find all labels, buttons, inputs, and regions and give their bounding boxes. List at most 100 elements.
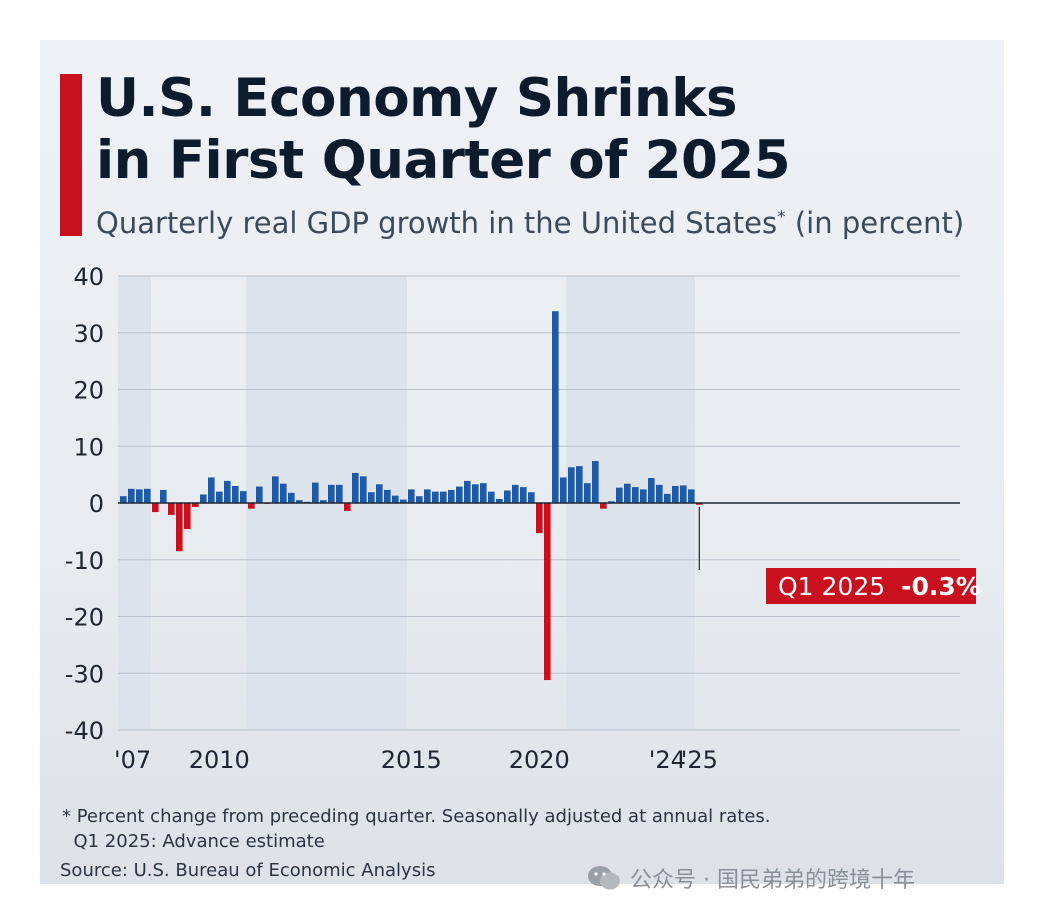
bar-2007-Q2 — [128, 488, 135, 503]
x-tick-label-2020: 2020 — [509, 746, 570, 774]
bar-2022-Q1 — [600, 503, 607, 509]
chart-title-line-2: in First Quarter of 2025 — [96, 130, 791, 191]
bar-2015-Q3 — [392, 495, 399, 503]
bar-2021-Q2 — [576, 466, 583, 503]
callout-box — [766, 568, 976, 604]
bar-2019-Q2 — [512, 484, 519, 503]
subtitle-text: Quarterly real GDP growth in the United … — [96, 206, 778, 240]
bar-2007-Q4 — [144, 488, 151, 503]
bar-2022-Q3 — [616, 487, 623, 503]
bar-2010-Q2 — [224, 480, 231, 503]
bar-2023-Q3 — [648, 478, 655, 503]
title-accent-bar — [60, 74, 82, 236]
bar-2013-Q1 — [312, 482, 319, 503]
subtitle-unit: (in percent) — [794, 206, 965, 240]
bar-2017-Q1 — [440, 491, 447, 503]
bar-2024-Q4 — [688, 489, 695, 503]
bar-2024-Q2 — [672, 485, 679, 503]
bar-2022-Q4 — [624, 483, 631, 503]
chart-subtitle: Quarterly real GDP growth in the United … — [96, 206, 964, 240]
bar-2019-Q4 — [528, 492, 535, 503]
bar-2018-Q2 — [480, 483, 487, 503]
bar-2011-Q4 — [272, 476, 279, 503]
x-tick-label-2015: 2015 — [381, 746, 442, 774]
bar-2009-Q4 — [208, 477, 215, 503]
bar-2012-Q1 — [280, 483, 287, 503]
bar-2018-Q3 — [488, 491, 495, 503]
y-tick-label-20: 20 — [73, 377, 104, 405]
bars — [120, 311, 703, 681]
wechat-icon — [588, 866, 620, 890]
bar-2018-Q1 — [472, 484, 479, 503]
watermark: 公众号 · 国民弟弟的跨境十年 — [586, 862, 915, 894]
bar-2012-Q2 — [288, 492, 295, 503]
bar-2017-Q3 — [456, 486, 463, 503]
bar-2013-Q3 — [328, 484, 335, 503]
callout-text: Q1 2025 -0.3% — [778, 572, 981, 601]
y-tick-label--40: -40 — [65, 717, 104, 745]
x-tick-label-25: '25 — [681, 746, 718, 774]
y-tick-label--10: -10 — [65, 547, 104, 575]
x-tick-label-2010: 2010 — [189, 746, 250, 774]
bar-2013-Q4 — [336, 484, 343, 503]
bar-2021-Q3 — [584, 483, 591, 503]
bar-2009-Q2 — [192, 503, 199, 507]
bar-2008-Q1 — [152, 503, 159, 513]
bar-2009-Q1 — [184, 503, 191, 530]
y-tick-label--30: -30 — [65, 660, 104, 688]
bar-2025-Q1 — [696, 503, 703, 505]
y-tick-label-10: 10 — [73, 433, 104, 461]
chart-title: U.S. Economy Shrinks in First Quarter of… — [96, 68, 956, 192]
bar-2019-Q1 — [504, 490, 511, 503]
bar-2016-Q4 — [432, 491, 439, 503]
footnote-line-2: Q1 2025: Advance estimate — [62, 831, 325, 852]
bar-2022-Q2 — [608, 501, 615, 503]
bar-2020-Q4 — [560, 477, 567, 503]
y-tick-label--20: -20 — [65, 604, 104, 632]
bar-2016-Q3 — [424, 489, 431, 503]
y-axis-labels: 40 30 20 10 0 -10 -20 -30 -40 — [65, 263, 104, 745]
footnote: * Percent change from preceding quarter.… — [62, 804, 771, 854]
bar-2010-Q3 — [232, 485, 239, 503]
bar-2020-Q2 — [544, 503, 551, 681]
bar-2012-Q3 — [296, 500, 303, 503]
bar-2017-Q4 — [464, 480, 471, 503]
callout-label: Q1 2025 — [778, 572, 885, 601]
bar-2011-Q2 — [256, 486, 263, 503]
bar-2016-Q2 — [416, 496, 423, 503]
bar-2011-Q1 — [248, 503, 255, 509]
y-tick-label-30: 30 — [73, 320, 104, 348]
bar-2024-Q1 — [664, 493, 671, 503]
bar-2018-Q4 — [496, 499, 503, 503]
bar-2021-Q4 — [592, 461, 599, 503]
bar-2017-Q2 — [448, 489, 455, 503]
bar-2008-Q3 — [168, 503, 175, 515]
q1-2025-callout: Q1 2025 -0.3% — [698, 507, 981, 604]
bar-2014-Q4 — [368, 492, 375, 503]
watermark-text: 公众号 · 国民弟弟的跨境十年 — [630, 868, 915, 893]
bar-2010-Q4 — [240, 491, 247, 503]
gridlines — [118, 275, 960, 731]
bar-2008-Q2 — [160, 489, 167, 503]
bar-2014-Q3 — [360, 476, 367, 503]
bar-2015-Q1 — [376, 484, 383, 503]
bar-2010-Q1 — [216, 491, 223, 503]
bar-2007-Q3 — [136, 489, 143, 503]
bar-2019-Q3 — [520, 487, 527, 503]
bar-2023-Q4 — [656, 484, 663, 503]
chart-title-line-1: U.S. Economy Shrinks — [96, 68, 738, 129]
bar-2014-Q1 — [344, 503, 351, 511]
x-tick-label-24: '24 — [649, 746, 686, 774]
bar-2024-Q3 — [680, 485, 687, 503]
bar-2008-Q4 — [176, 503, 183, 552]
y-tick-label-40: 40 — [73, 263, 104, 291]
bar-2020-Q1 — [536, 503, 543, 534]
callout-value: -0.3% — [901, 572, 981, 601]
bar-2007-Q1 — [120, 496, 127, 503]
bar-2015-Q4 — [400, 499, 407, 503]
bar-2021-Q1 — [568, 467, 575, 503]
bar-2009-Q3 — [200, 494, 207, 503]
y-tick-label-0: 0 — [89, 490, 104, 518]
subtitle-asterisk: * — [777, 207, 786, 228]
